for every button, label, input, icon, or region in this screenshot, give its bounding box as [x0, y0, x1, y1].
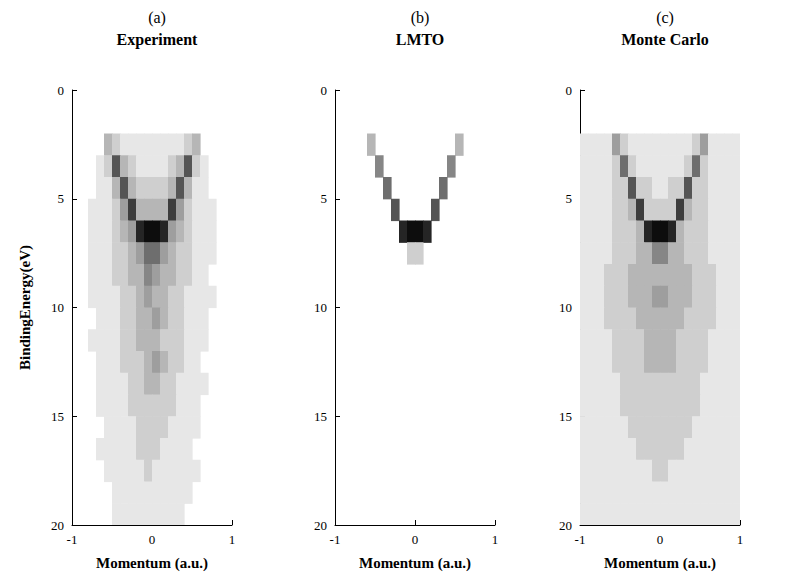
svg-text:5: 5 — [58, 191, 65, 206]
svg-text:0: 0 — [657, 532, 664, 547]
svg-text:15: 15 — [314, 409, 327, 424]
svg-text:0: 0 — [321, 83, 328, 98]
svg-text:-1: -1 — [67, 532, 78, 547]
svg-text:Momentum (a.u.): Momentum (a.u.) — [604, 555, 716, 572]
svg-text:10: 10 — [314, 300, 327, 315]
svg-text:20: 20 — [314, 518, 327, 533]
svg-text:(b): (b) — [411, 9, 430, 27]
svg-text:20: 20 — [51, 518, 64, 533]
svg-text:Monte Carlo: Monte Carlo — [621, 31, 709, 48]
svg-text:20: 20 — [559, 518, 572, 533]
svg-text:5: 5 — [321, 191, 328, 206]
svg-text:(c): (c) — [656, 9, 674, 27]
svg-text:15: 15 — [559, 409, 572, 424]
svg-text:0: 0 — [412, 532, 419, 547]
svg-text:1: 1 — [229, 532, 236, 547]
svg-text:Experiment: Experiment — [117, 31, 199, 49]
svg-text:0: 0 — [149, 532, 156, 547]
svg-text:(a): (a) — [148, 9, 166, 27]
svg-text:Momentum (a.u.): Momentum (a.u.) — [359, 555, 471, 572]
svg-text:0: 0 — [58, 83, 65, 98]
svg-text:Momentum (a.u.): Momentum (a.u.) — [96, 555, 208, 572]
svg-text:1: 1 — [492, 532, 499, 547]
svg-text:10: 10 — [51, 300, 64, 315]
svg-text:15: 15 — [51, 409, 64, 424]
svg-text:BindingEnergy(eV): BindingEnergy(eV) — [17, 245, 34, 370]
svg-text:10: 10 — [559, 300, 572, 315]
svg-text:LMTO: LMTO — [396, 31, 445, 48]
svg-text:5: 5 — [566, 191, 573, 206]
svg-text:1: 1 — [737, 532, 744, 547]
svg-text:-1: -1 — [575, 532, 586, 547]
svg-text:0: 0 — [566, 83, 573, 98]
svg-text:-1: -1 — [330, 532, 341, 547]
